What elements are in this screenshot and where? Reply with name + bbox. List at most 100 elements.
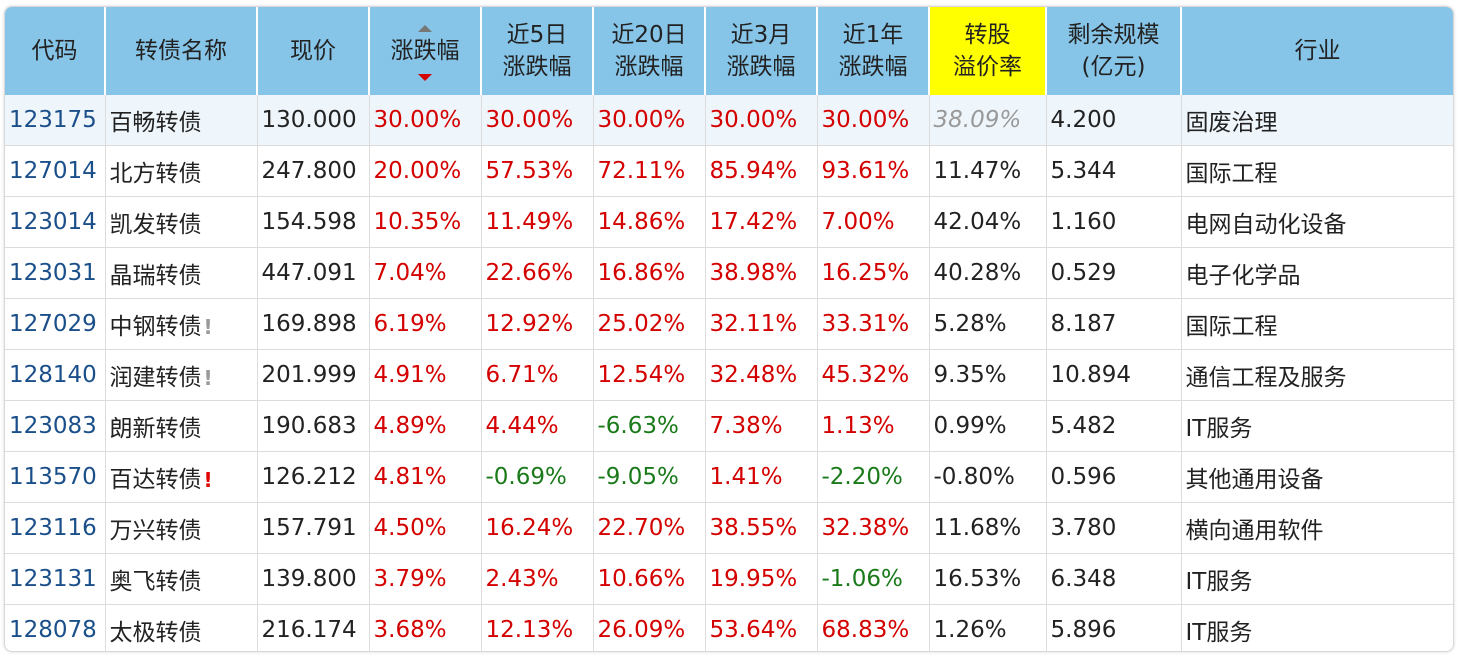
cell-value[interactable]: 晶瑞转债: [109, 263, 202, 289]
cell-value[interactable]: 百达转债: [109, 467, 202, 493]
cell-name[interactable]: 百达转债!: [105, 451, 258, 503]
cell-value: 3.79%: [373, 566, 447, 592]
cell-premium: 11.68%: [929, 502, 1047, 554]
cell-value: 7.00%: [821, 209, 895, 235]
cell-value[interactable]: 127014: [9, 158, 97, 184]
cell-value: 1.13%: [821, 413, 895, 439]
table-row[interactable]: 127029 中钢转债! 169.898 6.19% 12.92% 25.02% 32.11…: [5, 298, 1453, 350]
cell-value[interactable]: 128078: [9, 617, 97, 643]
cell-value[interactable]: 123014: [9, 209, 97, 235]
column-header-name[interactable]: 转债名称: [105, 7, 258, 95]
cell-code[interactable]: 123014: [5, 196, 106, 248]
cell-chg5: -0.69%: [481, 451, 594, 503]
cell-value: 26.09%: [597, 617, 686, 643]
cell-name[interactable]: 晶瑞转债: [105, 247, 258, 299]
cell-name[interactable]: 奥飞转债: [105, 553, 258, 605]
cell-name[interactable]: 润建转债!: [105, 349, 258, 401]
cell-price: 447.091: [257, 247, 370, 299]
column-header-industry[interactable]: 行业: [1181, 7, 1453, 95]
cell-value: 固废治理: [1185, 110, 1278, 136]
column-header-size[interactable]: 剩余规模 (亿元): [1046, 7, 1182, 95]
cell-premium: 0.99%: [929, 400, 1047, 452]
cell-value[interactable]: 123031: [9, 260, 97, 286]
cell-value: IT服务: [1185, 620, 1253, 646]
cell-value: 42.04%: [933, 209, 1022, 235]
cell-chg20: 26.09%: [593, 604, 706, 651]
column-header-chg20[interactable]: 近20日 涨跌幅: [593, 7, 706, 95]
sort-descending-icon: [418, 74, 432, 81]
cell-chg3m: 30.00%: [705, 95, 818, 146]
cell-value[interactable]: 北方转债: [109, 161, 202, 187]
column-header-chg5[interactable]: 近5日 涨跌幅: [481, 7, 594, 95]
cell-name[interactable]: 中钢转债!: [105, 298, 258, 350]
cell-code[interactable]: 127014: [5, 145, 106, 197]
cell-code[interactable]: 123116: [5, 502, 106, 554]
cell-value[interactable]: 123175: [9, 107, 97, 133]
cell-value[interactable]: 奥飞转债: [109, 569, 202, 595]
cell-value[interactable]: 123083: [9, 413, 97, 439]
cell-name[interactable]: 凯发转债: [105, 196, 258, 248]
cell-value[interactable]: 润建转债: [109, 365, 202, 391]
table-row[interactable]: 113570 百达转债! 126.212 4.81% -0.69% -9.05% 1.41%…: [5, 451, 1453, 503]
table-row[interactable]: 127014 北方转债 247.800 20.00% 57.53% 72.11% 85.94…: [5, 145, 1453, 197]
cell-name[interactable]: 太极转债: [105, 604, 258, 651]
cell-value[interactable]: 凯发转债: [109, 212, 202, 238]
cell-value: 4.200: [1050, 107, 1117, 133]
cell-code[interactable]: 123083: [5, 400, 106, 452]
cell-value: 10.66%: [597, 566, 686, 592]
cell-chg5: 12.13%: [481, 604, 594, 651]
column-header-chg[interactable]: 涨跌幅: [369, 7, 482, 95]
cell-code[interactable]: 113570: [5, 451, 106, 503]
table-row[interactable]: 128078 太极转债 216.174 3.68% 12.13% 26.09% 53.64%…: [5, 604, 1453, 651]
cell-name[interactable]: 北方转债: [105, 145, 258, 197]
cell-value[interactable]: 127029: [9, 311, 97, 337]
cell-value[interactable]: 113570: [9, 464, 97, 490]
table-row[interactable]: 123131 奥飞转债 139.800 3.79% 2.43% 10.66% 19.95% -…: [5, 553, 1453, 605]
cell-industry: 电子化学品: [1181, 247, 1453, 299]
cell-value[interactable]: 128140: [9, 362, 97, 388]
cell-value: 5.482: [1050, 413, 1117, 439]
cell-industry: 横向通用软件: [1181, 502, 1453, 554]
cell-code[interactable]: 127029: [5, 298, 106, 350]
column-header-premium[interactable]: 转股 溢价率: [929, 7, 1047, 95]
cell-name[interactable]: 百畅转债: [105, 95, 258, 146]
cell-chg20: 12.54%: [593, 349, 706, 401]
cell-code[interactable]: 128078: [5, 604, 106, 651]
cell-code[interactable]: 128140: [5, 349, 106, 401]
cell-value[interactable]: 万兴转债: [109, 518, 202, 544]
cell-value[interactable]: 中钢转债: [109, 314, 202, 340]
exclamation-icon: !: [203, 468, 213, 492]
cell-price: 154.598: [257, 196, 370, 248]
cell-code[interactable]: 123031: [5, 247, 106, 299]
cell-value[interactable]: 123131: [9, 566, 97, 592]
cell-value[interactable]: 百畅转债: [109, 110, 202, 136]
cell-value: 190.683: [261, 413, 357, 439]
cell-price: 130.000: [257, 95, 370, 146]
cell-premium: 38.09%: [929, 95, 1047, 146]
cell-name[interactable]: 万兴转债: [105, 502, 258, 554]
cell-value: 32.11%: [709, 311, 798, 337]
column-header-code[interactable]: 代码: [5, 7, 106, 95]
cell-value: -2.20%: [821, 464, 903, 490]
table-row[interactable]: 128140 润建转债! 201.999 4.91% 6.71% 12.54% 32.48%…: [5, 349, 1453, 401]
cell-chg20: 30.00%: [593, 95, 706, 146]
cell-code[interactable]: 123175: [5, 95, 106, 146]
cell-value: 电子化学品: [1185, 263, 1301, 289]
cell-value: 14.86%: [597, 209, 686, 235]
cell-value[interactable]: 123116: [9, 515, 97, 541]
cell-value[interactable]: 太极转债: [109, 620, 202, 646]
column-header-chg1y[interactable]: 近1年 涨跌幅: [817, 7, 930, 95]
cell-value: 25.02%: [597, 311, 686, 337]
cell-value[interactable]: 朗新转债: [109, 416, 202, 442]
column-header-price[interactable]: 现价: [257, 7, 370, 95]
cell-name[interactable]: 朗新转债: [105, 400, 258, 452]
table-row[interactable]: 123116 万兴转债 157.791 4.50% 16.24% 22.70% 38.55%…: [5, 502, 1453, 554]
table-row[interactable]: 123031 晶瑞转债 447.091 7.04% 22.66% 16.86% 38.98%…: [5, 247, 1453, 299]
cell-code[interactable]: 123131: [5, 553, 106, 605]
table-row[interactable]: 123014 凯发转债 154.598 10.35% 11.49% 14.86% 17.42…: [5, 196, 1453, 248]
cell-value: 16.25%: [821, 260, 910, 286]
table-row[interactable]: 123175 百畅转债 130.000 30.00% 30.00% 30.00% 30.00…: [5, 95, 1453, 146]
cell-value: 139.800: [261, 566, 357, 592]
column-header-chg3m[interactable]: 近3月 涨跌幅: [705, 7, 818, 95]
table-row[interactable]: 123083 朗新转债 190.683 4.89% 4.44% -6.63% 7.38% 1.…: [5, 400, 1453, 452]
